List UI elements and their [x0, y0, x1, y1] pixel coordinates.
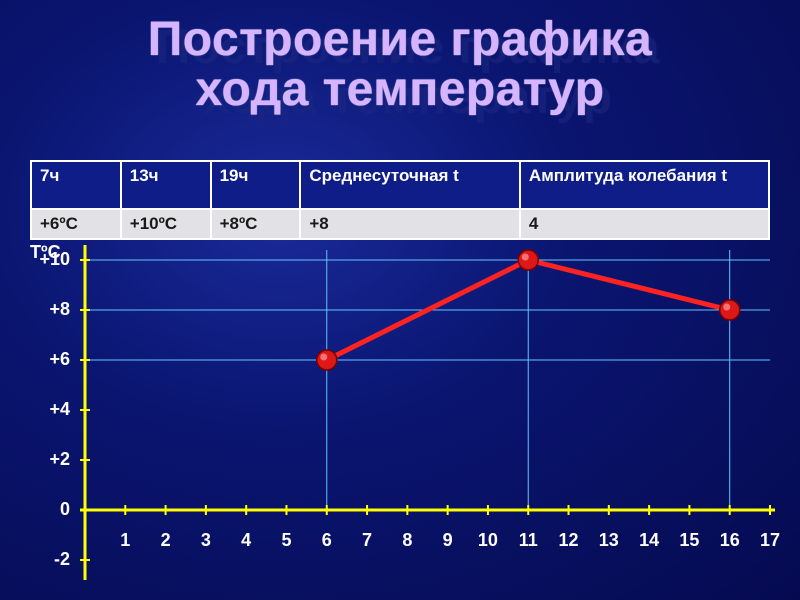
table-row: +6ºС+10ºС+8ºС+84	[31, 209, 769, 239]
table-header-cell: Среднесуточная t	[300, 161, 520, 209]
table-cell: +8ºС	[211, 209, 301, 239]
x-tick-label: 2	[152, 530, 180, 551]
table-cell: +10ºС	[121, 209, 211, 239]
y-tick-label: +4	[30, 399, 70, 420]
x-tick-label: 6	[313, 530, 341, 551]
table-cell: +8	[300, 209, 520, 239]
x-tick-label: 14	[635, 530, 663, 551]
x-tick-label: 5	[272, 530, 300, 551]
table-header-cell: 13ч	[121, 161, 211, 209]
x-tick-label: 11	[514, 530, 542, 551]
x-tick-label: 9	[434, 530, 462, 551]
table-cell: +6ºС	[31, 209, 121, 239]
x-tick-label: 7	[353, 530, 381, 551]
x-tick-label: 8	[393, 530, 421, 551]
y-tick-label: +8	[30, 299, 70, 320]
x-tick-label: 17	[756, 530, 784, 551]
title-line2: хода температур	[0, 65, 800, 115]
x-tick-label: 3	[192, 530, 220, 551]
x-tick-label: 16	[716, 530, 744, 551]
y-tick-label: +2	[30, 449, 70, 470]
x-tick-label: 1	[111, 530, 139, 551]
x-tick-label: 12	[555, 530, 583, 551]
x-tick-label: 4	[232, 530, 260, 551]
y-tick-label: +10	[30, 249, 70, 270]
table-cell: 4	[520, 209, 769, 239]
x-tick-label: 15	[675, 530, 703, 551]
title-main: Построение графика хода температур	[0, 15, 800, 116]
table-header-cell: 19ч	[211, 161, 301, 209]
y-tick-label: -2	[30, 549, 70, 570]
table-header-cell: Амплитуда колебания t	[520, 161, 769, 209]
slide-title: Построение графика хода температур Постр…	[0, 15, 800, 116]
x-tick-label: 10	[474, 530, 502, 551]
table-header-row: 7ч13ч19чСреднесуточная tАмплитуда колеба…	[31, 161, 769, 209]
title-line1: Построение графика	[0, 15, 800, 65]
data-table: 7ч13ч19чСреднесуточная tАмплитуда колеба…	[30, 160, 770, 240]
temperature-chart: ТºС +10+8+6+4+20-21234567891011121314151…	[30, 240, 780, 600]
y-tick-label: 0	[30, 499, 70, 520]
slide: Построение графика хода температур Постр…	[0, 0, 800, 600]
x-tick-label: 13	[595, 530, 623, 551]
table-header-cell: 7ч	[31, 161, 121, 209]
y-tick-label: +6	[30, 349, 70, 370]
